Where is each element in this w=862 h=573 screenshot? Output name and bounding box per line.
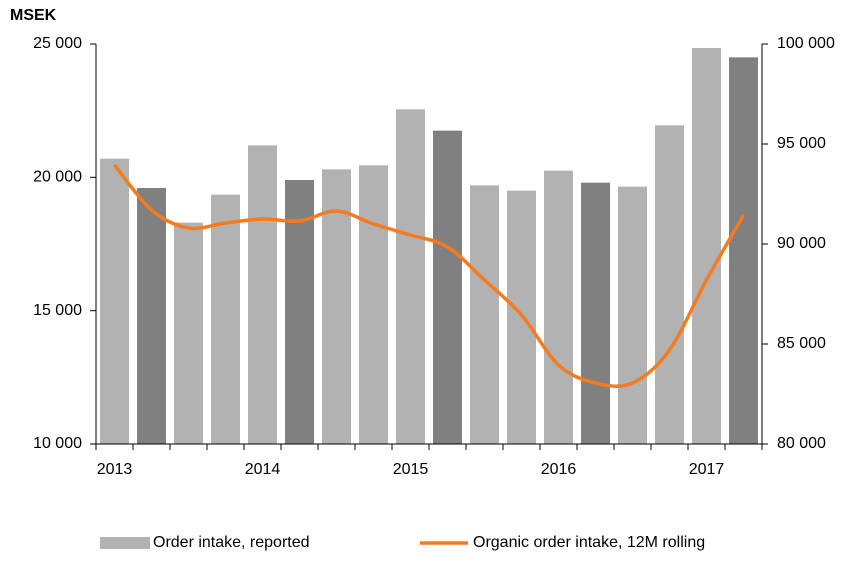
bar xyxy=(729,57,758,444)
bar xyxy=(544,170,573,444)
bar xyxy=(581,182,610,444)
x-tick-label: 2015 xyxy=(393,461,429,478)
y2-tick-label: 85 000 xyxy=(777,335,826,352)
bar xyxy=(248,145,277,445)
axis-title: MSEK xyxy=(10,7,57,24)
bar xyxy=(470,185,499,445)
bar xyxy=(285,180,314,444)
bar xyxy=(692,48,721,444)
x-tick-label: 2017 xyxy=(689,461,725,478)
y-tick-label: 25 000 xyxy=(33,35,82,52)
x-tick-label: 2013 xyxy=(97,461,133,478)
y-tick-label: 20 000 xyxy=(33,169,82,186)
bar xyxy=(137,188,166,444)
bar xyxy=(322,169,351,445)
bar xyxy=(211,194,240,444)
bar xyxy=(359,165,388,445)
y2-tick-label: 80 000 xyxy=(777,435,826,452)
bar xyxy=(618,186,647,444)
bar xyxy=(174,222,203,444)
bar xyxy=(433,130,462,444)
y-tick-label: 10 000 xyxy=(33,435,82,452)
x-tick-label: 2014 xyxy=(245,461,281,478)
bar xyxy=(100,158,129,444)
y-tick-label: 15 000 xyxy=(33,302,82,319)
bar xyxy=(655,125,684,444)
line xyxy=(113,163,746,388)
x-tick-label: 2016 xyxy=(541,461,577,478)
y2-tick-label: 95 000 xyxy=(777,135,826,152)
y2-tick-label: 100 000 xyxy=(777,35,835,52)
bar xyxy=(396,109,425,444)
y2-tick-label: 90 000 xyxy=(777,235,826,252)
legend-label: Order intake, reported xyxy=(153,534,310,551)
legend-swatch xyxy=(100,537,150,549)
legend-label: Organic order intake, 12M rolling xyxy=(473,534,705,551)
